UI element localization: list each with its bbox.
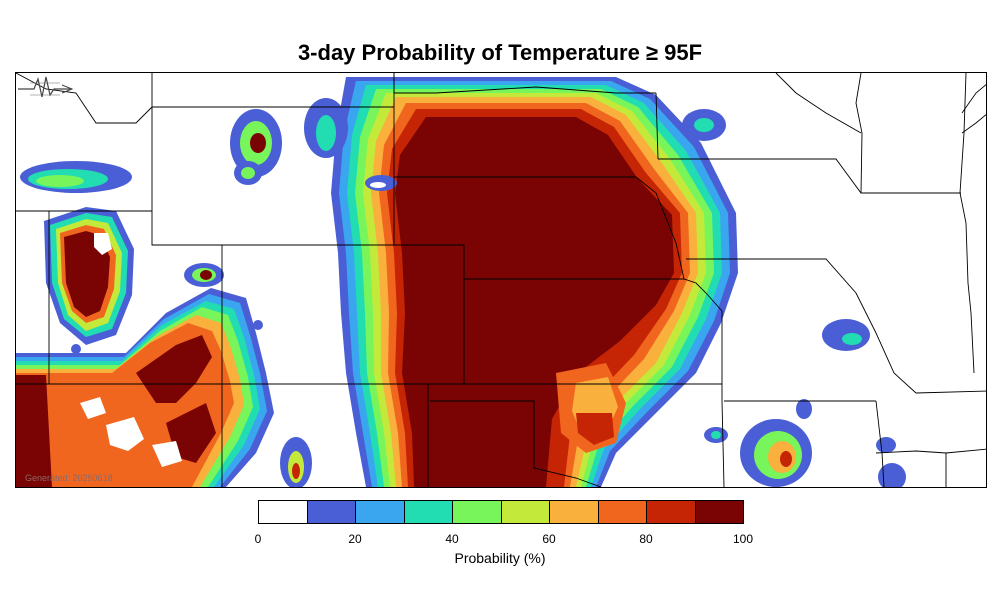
chart-title: 3-day Probability of Temperature ≥ 95F (297, 40, 703, 65)
hot-region-plains (331, 77, 738, 487)
colorbar-tick-label: 100 (732, 532, 754, 546)
colorbar-segment (694, 501, 743, 523)
colorbar-segment (597, 501, 646, 523)
colorbar-tick-label: 40 (445, 532, 459, 546)
colorbar-tick-label: 60 (542, 532, 556, 546)
colorbar-segment (646, 501, 695, 523)
hot-region-great-basin (44, 207, 134, 345)
colorbar-segment (452, 501, 501, 523)
colorbar-tick-label: 80 (639, 532, 653, 546)
logo-icon (18, 76, 74, 98)
colorbar-segment (549, 501, 598, 523)
state-boundaries (16, 73, 986, 487)
colorbar-tick-label: 20 (348, 532, 362, 546)
colorbar (258, 500, 744, 524)
probability-map: Generated: 20250618 (15, 72, 987, 488)
isolated-blobs (20, 98, 906, 487)
colorbar-segment (403, 501, 452, 523)
colorbar-segment (259, 501, 307, 523)
colorbar-segment (355, 501, 404, 523)
colorbar-label: Probability (%) (454, 550, 546, 566)
generated-date: Generated: 20250618 (25, 473, 113, 483)
hot-region-southwest (16, 288, 274, 487)
colorbar-segment (500, 501, 549, 523)
colorbar-segment (306, 501, 355, 523)
colorbar-tick-label: 0 (254, 532, 262, 546)
